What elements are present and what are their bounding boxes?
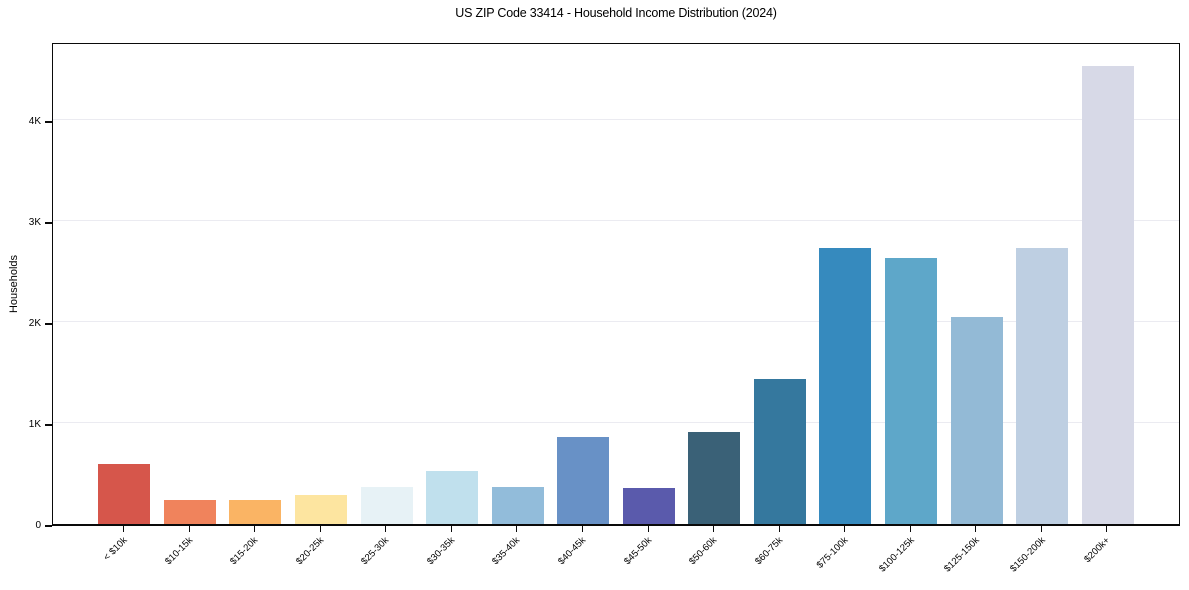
x-tick-label: $25-30k — [359, 535, 392, 568]
y-tick-mark — [45, 121, 52, 123]
gridline — [53, 321, 1179, 322]
bar-slot — [294, 44, 348, 524]
bar-slot — [98, 44, 151, 524]
bars-row — [53, 44, 1179, 524]
x-tick-mark — [515, 526, 518, 532]
x-tick-label: $20-25k — [294, 535, 327, 568]
y-tick-label: 0 — [35, 520, 41, 531]
x-tick-mark — [319, 526, 322, 532]
x-tick-mark — [1105, 526, 1108, 532]
gridline — [53, 220, 1179, 221]
x-tick-label: $10-15k — [163, 535, 196, 568]
y-tick-label: 3K — [28, 217, 41, 228]
bar-slot — [1016, 44, 1069, 524]
bar-$75-100k — [819, 248, 872, 524]
x-tick-mark — [122, 526, 125, 532]
gridline — [53, 119, 1179, 120]
y-tick-label: 1K — [28, 419, 41, 430]
x-tick-mark — [188, 526, 191, 532]
bar-slot — [622, 44, 676, 524]
bar-$125-150k — [950, 316, 1003, 524]
x-tick-label: $150-200k — [1007, 535, 1048, 575]
bar-$25-30k — [360, 487, 413, 524]
y-tick-mark — [45, 323, 52, 325]
bar-< $10k — [98, 464, 151, 524]
x-tick-label: $75-100k — [814, 535, 851, 571]
bar-slot — [688, 44, 741, 524]
y-tick-mark — [45, 222, 52, 224]
bar-slot — [229, 44, 282, 524]
bar-$45-50k — [622, 487, 675, 524]
x-axis: < $10k $10-15k $15-20k $20-25k $25-30k $30-35… — [52, 526, 1180, 590]
bar-$35-40k — [491, 486, 544, 524]
x-tick-mark — [1040, 526, 1043, 532]
x-tick-label: $200k+ — [1082, 535, 1113, 566]
bar-$60-75k — [753, 378, 806, 524]
y-tick-mark — [45, 525, 52, 527]
x-tick-mark — [909, 526, 912, 532]
x-tick-mark — [712, 526, 715, 532]
x-tick-label: $30-35k — [425, 535, 458, 568]
bar-slot — [1081, 44, 1134, 524]
bar-$20-25k — [294, 494, 347, 524]
x-tick-mark — [384, 526, 387, 532]
bar-slot — [491, 44, 544, 524]
bar-$50-60k — [688, 432, 741, 524]
y-axis: 0 1K 2K 3K 4K — [0, 43, 52, 531]
y-tick-label: 2K — [28, 318, 41, 329]
x-tick-mark — [647, 526, 650, 532]
x-tick-label: $45-50k — [622, 535, 655, 568]
chart-title: US ZIP Code 33414 - Household Income Dis… — [455, 6, 777, 20]
x-tick-label: < $10k — [101, 535, 130, 564]
bar-$150-200k — [1016, 248, 1069, 524]
bar-slot — [557, 44, 610, 524]
bar-$40-45k — [557, 437, 610, 524]
bar-slot — [950, 44, 1003, 524]
x-tick-mark — [581, 526, 584, 532]
y-tick-mark — [45, 424, 52, 426]
x-tick-mark — [974, 526, 977, 532]
x-tick-label: $125-150k — [941, 535, 982, 575]
x-tick-label: $50-60k — [687, 535, 720, 568]
bar-slot — [753, 44, 807, 524]
x-tick-label: $15-20k — [228, 535, 261, 568]
bar-$100-125k — [885, 258, 938, 524]
bar-$10-15k — [163, 500, 216, 524]
bar-$15-20k — [229, 500, 282, 524]
x-tick-label: $60-75k — [753, 535, 786, 568]
bar-slot — [163, 44, 217, 524]
x-tick-label: $35-40k — [490, 535, 523, 568]
x-tick-label: $100-125k — [876, 535, 917, 575]
x-tick-mark — [253, 526, 256, 532]
bar-slot — [360, 44, 413, 524]
bar-slot — [885, 44, 938, 524]
bar-$30-35k — [426, 471, 479, 524]
y-tick-label: 4K — [28, 116, 41, 127]
x-tick-mark — [778, 526, 781, 532]
x-tick-mark — [450, 526, 453, 532]
bar-slot — [426, 44, 479, 524]
x-tick-label: $40-45k — [556, 535, 589, 568]
bar-slot — [819, 44, 872, 524]
bar-$200k+ — [1081, 66, 1134, 524]
x-tick-mark — [843, 526, 846, 532]
gridline — [53, 422, 1179, 423]
plot-area — [52, 43, 1180, 526]
